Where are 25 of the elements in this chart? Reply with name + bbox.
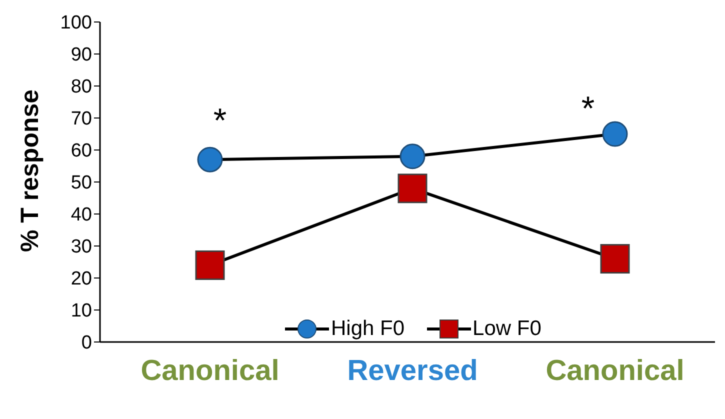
y-tick-label: 10 bbox=[70, 300, 92, 322]
point bbox=[197, 146, 223, 172]
y-tick-label: 80 bbox=[70, 76, 92, 98]
annotation: * bbox=[580, 90, 596, 128]
y-tick-label: 100 bbox=[60, 12, 92, 34]
point bbox=[398, 174, 428, 204]
y-axis-title: % T response bbox=[16, 89, 44, 252]
point bbox=[400, 144, 426, 170]
y-tick-label: 50 bbox=[70, 172, 92, 194]
y-tick-label: 30 bbox=[70, 236, 92, 258]
legend-label: Low F0 bbox=[472, 317, 542, 341]
point bbox=[195, 250, 225, 280]
x-tick-label: Canonical bbox=[140, 355, 280, 387]
x-tick-label: Reversed bbox=[347, 355, 478, 387]
y-tick-label: 0 bbox=[81, 332, 92, 354]
legend-label: High F0 bbox=[331, 317, 405, 341]
x-tick-label: Canonical bbox=[546, 355, 684, 387]
y-tick-label: 40 bbox=[70, 204, 92, 226]
y-tick-label: 60 bbox=[70, 140, 92, 162]
y-tick-label: 20 bbox=[70, 268, 92, 290]
annotation: * bbox=[212, 102, 228, 140]
point bbox=[600, 244, 630, 274]
y-tick-label: 70 bbox=[70, 108, 92, 130]
y-tick-label: 90 bbox=[70, 44, 92, 66]
point bbox=[602, 121, 628, 147]
